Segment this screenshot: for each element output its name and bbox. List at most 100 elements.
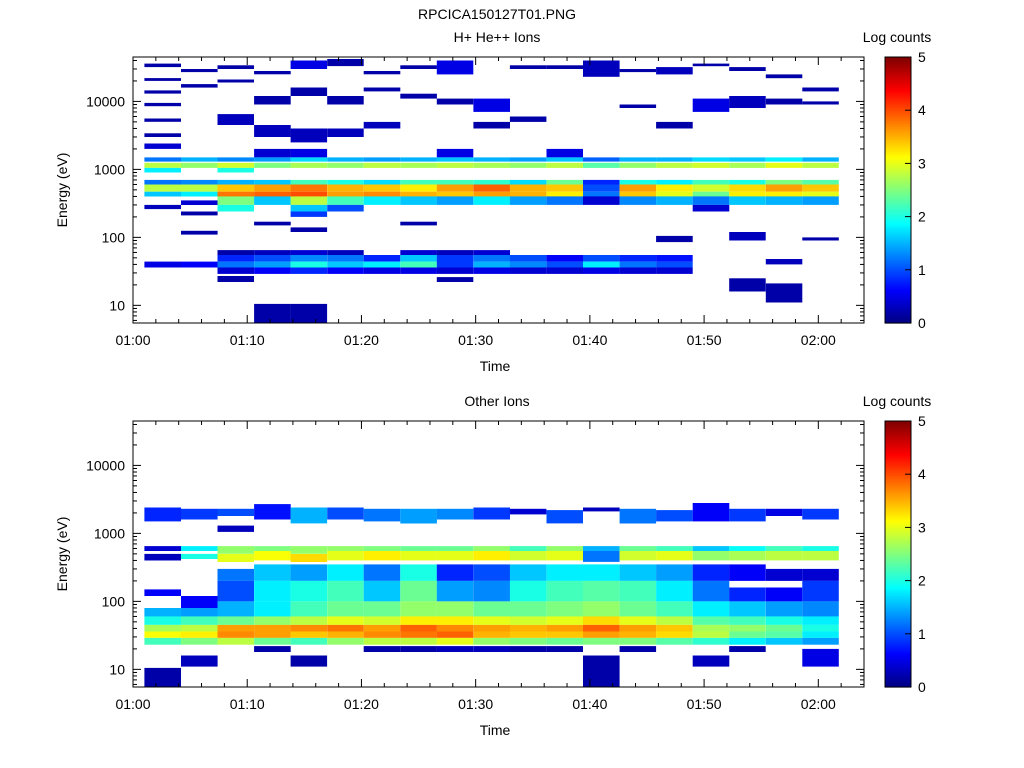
heatmap-cell (619, 624, 657, 632)
colorbar-segment (885, 592, 911, 596)
heatmap-cell (217, 191, 254, 197)
heatmap-cell (619, 255, 657, 262)
heatmap-cell (436, 157, 474, 162)
heatmap-cell (363, 551, 401, 561)
heatmap-cell (509, 616, 547, 625)
colorbar-segment (885, 218, 911, 222)
heatmap-cell (692, 157, 730, 162)
heatmap-cell (217, 267, 254, 274)
heatmap-cell (254, 125, 291, 137)
heatmap-cell (509, 624, 547, 632)
colorbar-segment (885, 539, 911, 543)
colorbar-segment (885, 596, 911, 600)
heatmap-cell (181, 200, 218, 205)
heatmap-cell (363, 631, 401, 638)
heatmap-cell (400, 157, 437, 162)
heatmap-cell (144, 102, 181, 107)
heatmap-cell (290, 204, 328, 212)
colorbar-segment (885, 660, 911, 664)
heatmap-cell (290, 564, 328, 581)
heatmap-cell (619, 637, 657, 645)
heatmap-cell (217, 624, 254, 632)
colorbar-segment (885, 570, 911, 574)
colorbar-segment (885, 545, 911, 549)
colorbar-segment (885, 680, 911, 684)
heatmap-cell (802, 551, 839, 561)
heatmap-cell (509, 601, 547, 617)
heatmap-cell (619, 261, 657, 268)
colorbar-segment (885, 646, 911, 649)
heatmap-cell (656, 624, 693, 632)
heatmap-cell (729, 67, 766, 71)
heatmap-cell (729, 631, 766, 638)
colorbar-segment (885, 220, 911, 224)
heatmap-cell (290, 128, 328, 143)
heatmap-cell (619, 267, 657, 274)
heatmap-cell (656, 196, 693, 205)
colorbar-segment (885, 625, 911, 629)
heatmap-cell (802, 631, 839, 638)
heatmap-cell (473, 261, 510, 268)
heatmap-cell (254, 184, 291, 192)
heatmap-cell (436, 637, 474, 645)
heatmap-cell (217, 250, 254, 255)
heatmap-cell (692, 191, 730, 197)
colorbar-segment (885, 439, 911, 443)
colorbar-segment (885, 513, 911, 516)
heatmap-cell (363, 601, 401, 617)
panel-bottom-xlabel: Time (480, 722, 511, 738)
colorbar-segment (885, 241, 911, 244)
colorbar-tick-label: 4 (918, 466, 926, 482)
heatmap-cell (729, 196, 766, 205)
heatmap-cell (144, 167, 181, 173)
heatmap-cell (656, 191, 693, 197)
colorbar-segment (885, 605, 911, 608)
heatmap-cell (217, 546, 254, 554)
heatmap-cell (363, 121, 401, 129)
heatmap-cell (583, 196, 620, 205)
colorbar-segment (885, 549, 911, 553)
colorbar-segment (885, 474, 911, 477)
colorbar-segment (885, 449, 911, 453)
colorbar-segment (885, 273, 911, 277)
colorbar-segment (885, 124, 911, 128)
colorbar-segment (885, 535, 911, 539)
colorbar-segment (885, 61, 911, 64)
y-tick-label: 1000 (94, 525, 125, 541)
heatmap-cell (473, 646, 510, 652)
heatmap-cell (290, 87, 328, 96)
heatmap-cell (692, 637, 730, 645)
heatmap-cell (254, 255, 291, 262)
colorbar-segment (885, 284, 911, 287)
heatmap-cell (656, 601, 693, 617)
colorbar-segment (885, 224, 911, 228)
colorbar-segment (885, 599, 911, 602)
colorbar-segment (885, 576, 911, 580)
heatmap-cell (327, 601, 364, 617)
colorbar-segment (885, 453, 911, 457)
colorbar-frame (884, 420, 912, 688)
x-tick-label: 01:50 (687, 696, 722, 712)
colorbar-segment (885, 222, 911, 226)
colorbar-segment (885, 259, 911, 263)
colorbar-segment (885, 155, 911, 158)
colorbar-segment (885, 112, 911, 115)
heatmap-cell (254, 303, 291, 323)
heatmap-cell (181, 508, 218, 520)
panel-top-colorbar: 0 1 2 3 4 5 (884, 49, 926, 331)
colorbar-segment (885, 547, 911, 551)
colorbar-tick-label: 1 (918, 262, 926, 278)
heatmap-cell (729, 184, 766, 192)
heatmap-cell (802, 162, 839, 168)
heatmap-cell (583, 60, 620, 77)
heatmap-cell (692, 196, 730, 205)
colorbar-segment (885, 310, 911, 314)
colorbar-segment (885, 517, 911, 520)
colorbar-segment (885, 204, 911, 207)
heatmap-cell (144, 179, 181, 185)
colorbar-segment (885, 572, 911, 576)
colorbar-segment (885, 126, 911, 130)
colorbar-segment (885, 603, 911, 606)
x-tick-label: 01:20 (344, 696, 379, 712)
heatmap-cell (254, 96, 291, 105)
